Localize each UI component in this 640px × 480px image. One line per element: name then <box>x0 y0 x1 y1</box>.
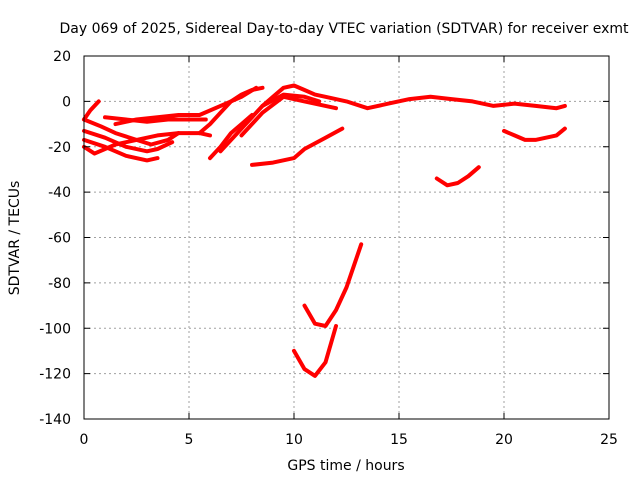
x-tick-label: 0 <box>80 432 89 448</box>
tick-layer: 20 0 -20 -40 -60 -80 -100 -120 -140 0 5 10 15 20 25 <box>39 49 618 448</box>
series-arc-9 <box>208 113 254 161</box>
y-tick-label: -140 <box>39 412 71 428</box>
series-arc-11 <box>239 94 338 138</box>
grid-layer <box>84 56 609 419</box>
series-arc-1 <box>82 99 101 122</box>
y-tick-label: -120 <box>39 367 71 383</box>
y-tick-label: -80 <box>48 276 71 292</box>
y-tick-label: -100 <box>39 321 71 337</box>
x-tick-label: 10 <box>285 432 303 448</box>
y-tick-label: 0 <box>62 94 71 110</box>
y-tick-label: -60 <box>48 231 71 247</box>
y-tick-label: -40 <box>48 185 71 201</box>
series-arc-13 <box>250 126 345 167</box>
series-arc-12 <box>260 83 567 111</box>
x-tick-label: 15 <box>390 432 408 448</box>
series-arc-16 <box>302 242 364 328</box>
y-axis-title: SDTVAR / TECUs <box>7 181 23 296</box>
x-tick-label: 5 <box>185 432 194 448</box>
series-arc-8 <box>197 85 265 136</box>
x-axis-title: GPS time / hours <box>287 458 404 474</box>
series-arc-14 <box>434 165 481 188</box>
series-layer <box>82 83 567 378</box>
series-arc-10 <box>218 92 322 154</box>
series-arc-17 <box>292 324 338 378</box>
series-arc-5 <box>82 131 212 156</box>
series-arc-4 <box>82 137 160 163</box>
series-arc-3 <box>82 128 175 154</box>
y-tick-label: -20 <box>48 140 71 156</box>
chart-title: Day 069 of 2025, Sidereal Day-to-day VTE… <box>60 21 630 37</box>
y-tick-label: 20 <box>53 49 71 65</box>
x-tick-label: 20 <box>495 432 513 448</box>
series-arc-15 <box>502 126 567 142</box>
series-arc-6 <box>103 115 208 124</box>
x-tick-label: 25 <box>600 432 618 448</box>
